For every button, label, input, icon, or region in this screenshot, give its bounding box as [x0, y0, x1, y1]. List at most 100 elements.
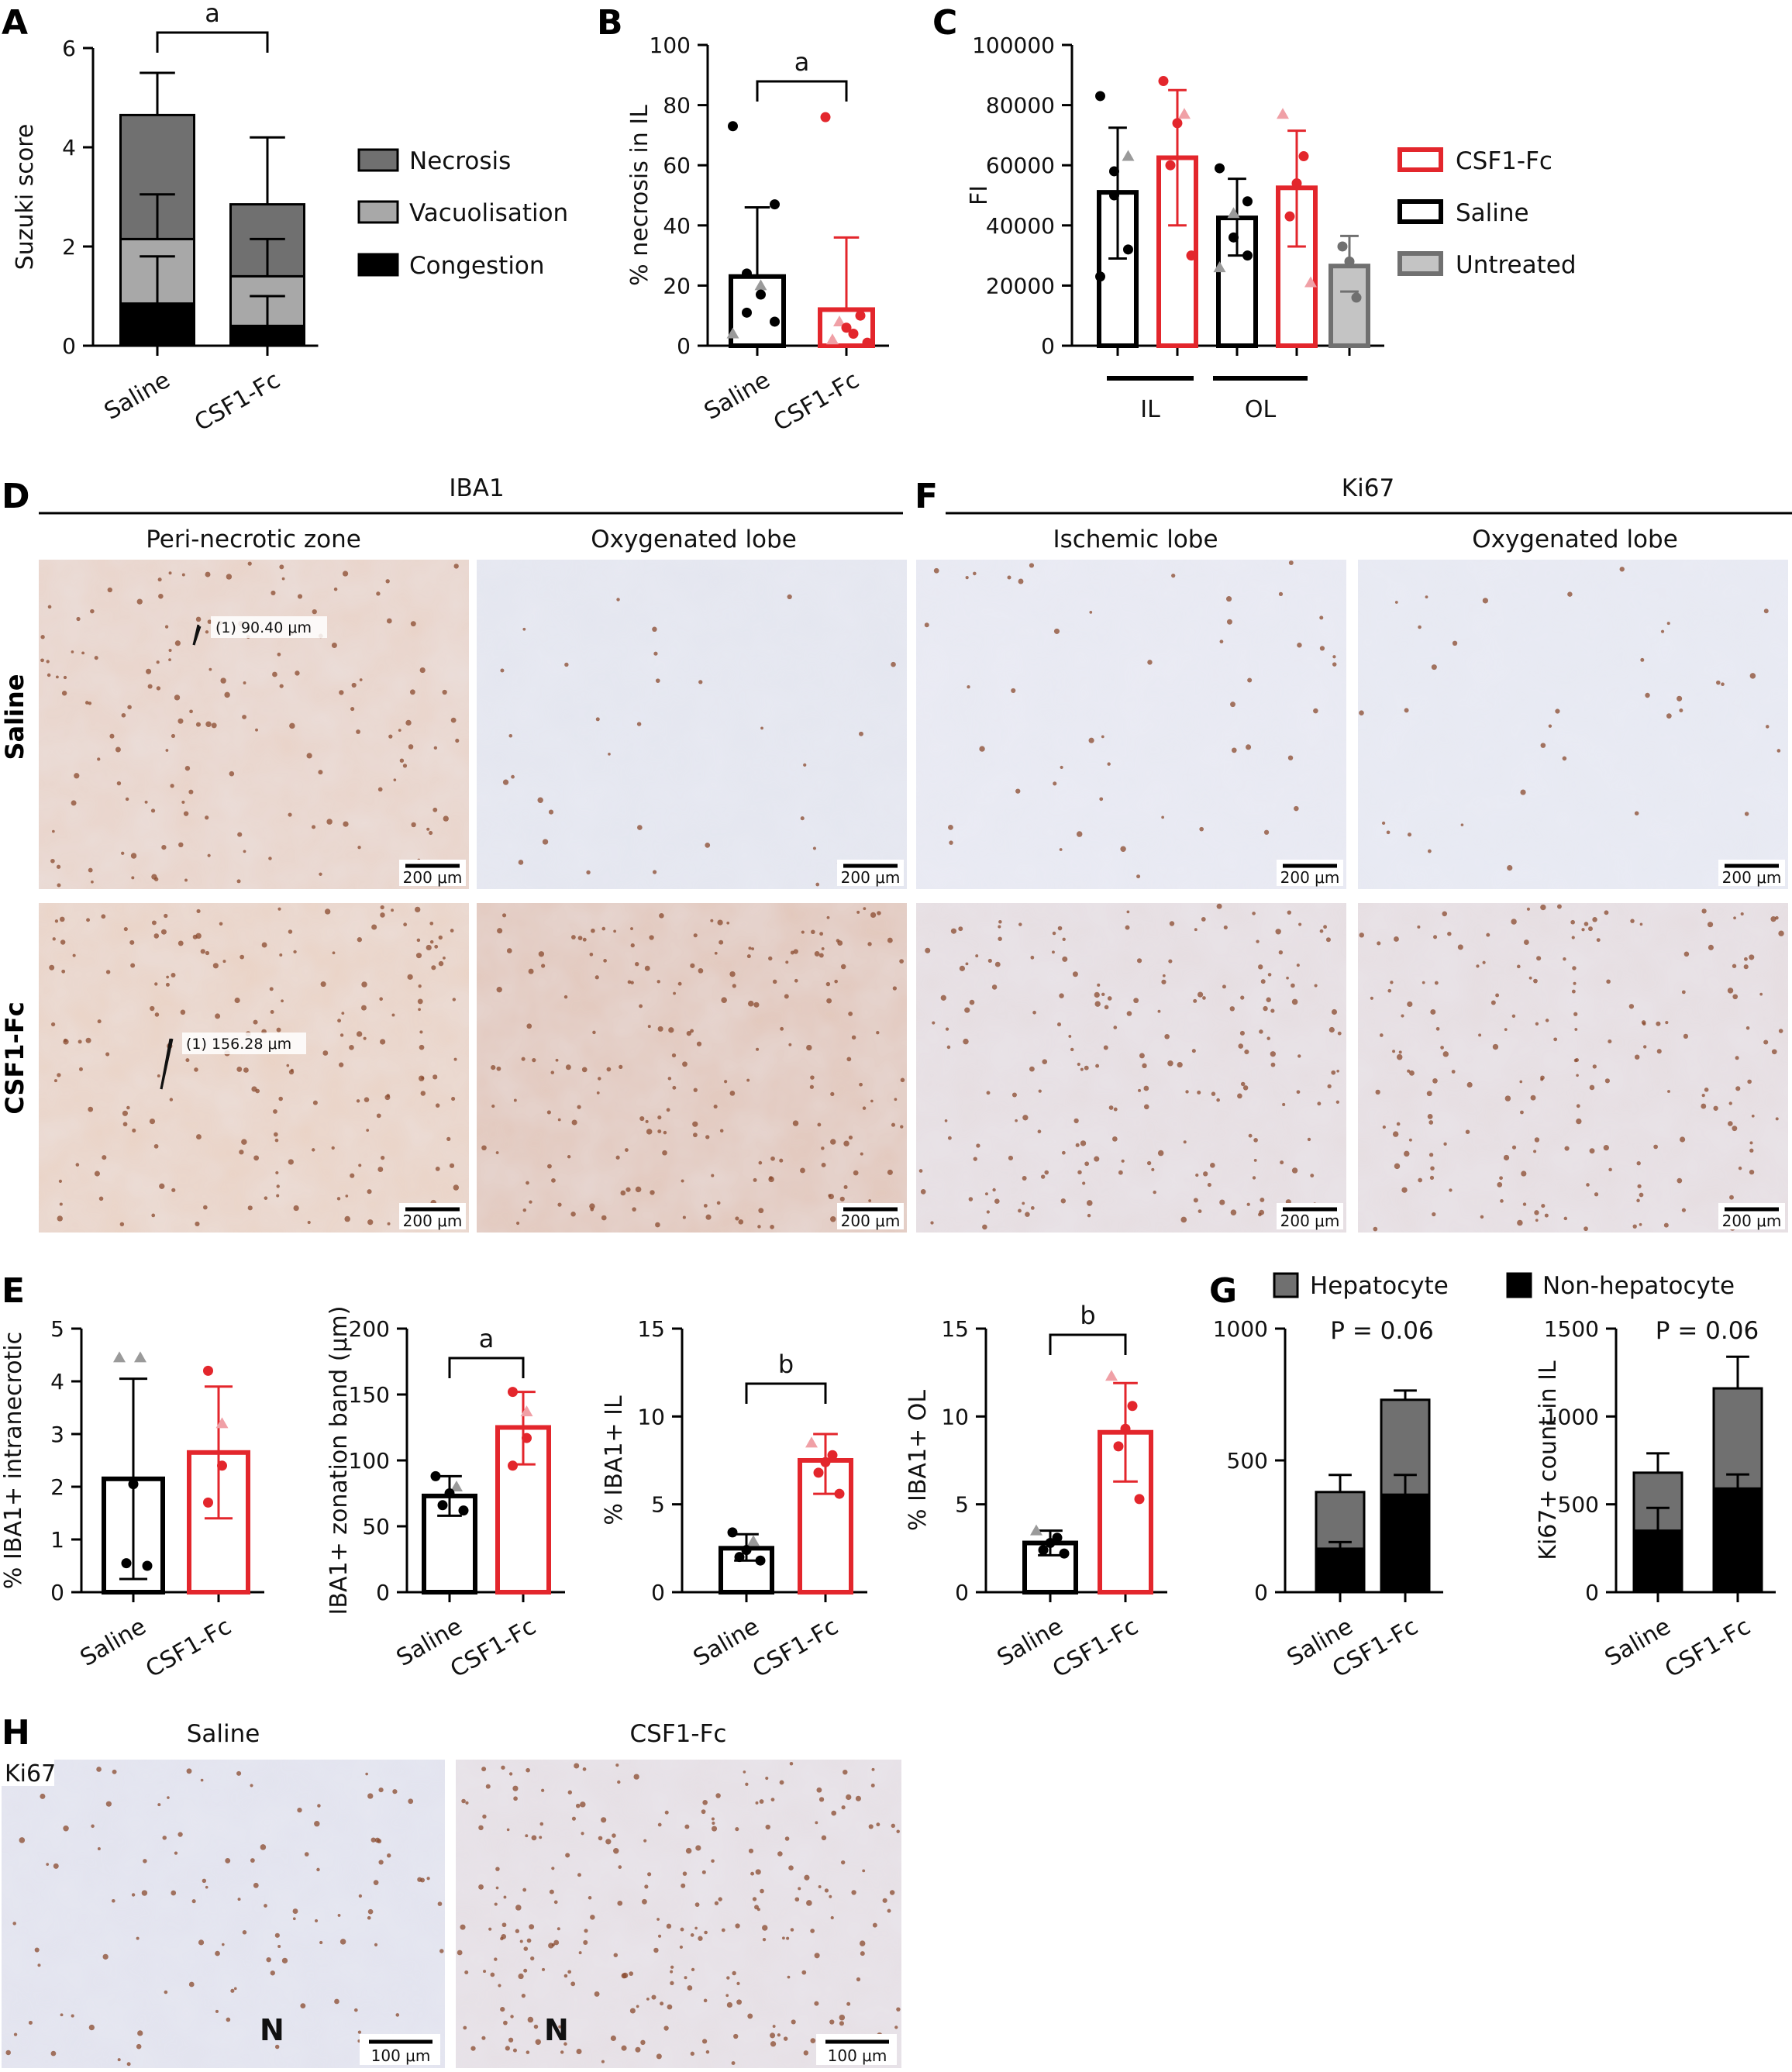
- stained-nucleus: [426, 1877, 430, 1881]
- stained-nucleus: [998, 919, 1002, 924]
- stained-nucleus: [1432, 1078, 1438, 1084]
- stained-nucleus: [605, 1839, 612, 1845]
- stained-nucleus: [96, 1767, 102, 1772]
- stained-nucleus: [54, 919, 59, 923]
- stained-nucleus: [366, 1129, 370, 1133]
- stained-nucleus: [165, 982, 170, 987]
- stained-nucleus: [450, 717, 457, 723]
- stained-nucleus: [71, 2014, 74, 2018]
- micrograph-tile-r1-c1: 200 μm: [39, 560, 469, 889]
- stained-nucleus: [565, 1853, 570, 1858]
- stained-nucleus: [815, 1821, 818, 1825]
- stained-nucleus: [281, 577, 285, 581]
- stained-nucleus: [317, 1804, 321, 1808]
- data-point: [1038, 1545, 1049, 1556]
- stained-nucleus: [1656, 1021, 1661, 1026]
- data-point-triangle: [1030, 1524, 1042, 1536]
- stained-nucleus: [136, 598, 143, 605]
- data-point: [1095, 271, 1105, 282]
- bar: [1022, 1540, 1078, 1595]
- legend-label-vacuolisation: Vacuolisation: [409, 199, 568, 227]
- scale-bar-label: 200 μm: [1722, 1212, 1782, 1230]
- stained-nucleus: [1052, 950, 1055, 954]
- stained-nucleus: [1486, 933, 1490, 937]
- stained-nucleus: [546, 1110, 551, 1115]
- stained-nucleus: [964, 1007, 970, 1013]
- stained-nucleus: [527, 2016, 534, 2023]
- stained-nucleus: [1113, 1107, 1118, 1112]
- x-category-label: CSF1-Fc: [769, 367, 863, 437]
- data-point: [1095, 91, 1105, 102]
- x-category-label: CSF1-Fc: [446, 1613, 540, 1684]
- stained-nucleus: [612, 1833, 616, 1838]
- stained-nucleus: [407, 974, 413, 980]
- data-point: [217, 1460, 227, 1471]
- stained-nucleus: [339, 1939, 346, 1945]
- stained-nucleus: [948, 824, 953, 830]
- y-tick-label: 5: [50, 1316, 64, 1342]
- stained-nucleus: [279, 953, 283, 957]
- stained-nucleus: [870, 912, 877, 919]
- stained-nucleus: [994, 1198, 1000, 1205]
- stained-nucleus: [616, 598, 620, 602]
- y-tick-label: 6: [62, 36, 76, 61]
- stained-nucleus: [1422, 981, 1425, 984]
- stained-nucleus: [790, 950, 794, 955]
- panel-h-micrographs: 100 μm 100 μm: [2, 1760, 901, 2068]
- stained-nucleus: [180, 1009, 186, 1015]
- stained-nucleus: [1202, 996, 1206, 1000]
- stained-nucleus: [515, 1929, 520, 1933]
- stained-nucleus: [1278, 950, 1284, 955]
- stained-nucleus: [1022, 1201, 1025, 1205]
- stained-nucleus: [690, 1029, 694, 1033]
- stained-nucleus: [1749, 1141, 1753, 1145]
- stained-nucleus: [651, 1994, 656, 2000]
- stained-nucleus: [364, 1097, 370, 1102]
- stained-nucleus: [1588, 926, 1593, 932]
- stained-nucleus: [1749, 954, 1755, 960]
- stained-nucleus: [589, 953, 594, 957]
- stained-nucleus: [1418, 1177, 1423, 1183]
- stained-nucleus: [1056, 1022, 1062, 1027]
- stained-nucleus: [1562, 756, 1567, 761]
- stained-nucleus: [887, 1908, 891, 1913]
- stained-nucleus: [186, 1768, 192, 1774]
- stained-nucleus: [156, 686, 161, 691]
- group-label-il: IL: [1140, 396, 1160, 423]
- stained-nucleus: [1143, 1104, 1149, 1110]
- stained-nucleus: [181, 573, 185, 577]
- stained-nucleus: [497, 928, 503, 934]
- stained-nucleus: [1511, 919, 1517, 925]
- stained-nucleus: [1530, 1095, 1536, 1101]
- y-tick-label: 5: [651, 1492, 665, 1518]
- stained-nucleus: [753, 1177, 757, 1182]
- stained-nucleus: [1521, 1170, 1527, 1177]
- stained-nucleus: [1089, 611, 1093, 614]
- stained-nucleus: [804, 1874, 810, 1881]
- stained-nucleus: [577, 1105, 581, 1109]
- stained-nucleus: [639, 1115, 645, 1122]
- data-point-triangle: [805, 1436, 818, 1448]
- x-category-label: Saline: [76, 1613, 151, 1672]
- stained-nucleus: [1740, 912, 1744, 916]
- stained-nucleus: [932, 1021, 936, 1025]
- legend-swatch-hepatocyte: [1273, 1272, 1299, 1298]
- stained-nucleus: [1287, 910, 1292, 915]
- stained-nucleus: [703, 1204, 708, 1208]
- bar: [495, 1425, 551, 1595]
- bar: [187, 1450, 250, 1595]
- stained-nucleus: [478, 1884, 484, 1890]
- stained-nucleus: [470, 2046, 476, 2051]
- stained-nucleus: [1296, 964, 1300, 967]
- stained-nucleus: [973, 571, 977, 576]
- stained-nucleus: [1574, 1058, 1579, 1063]
- stained-nucleus: [663, 2025, 669, 2031]
- y-tick-label: 40000: [986, 213, 1055, 239]
- stained-nucleus: [1639, 1192, 1644, 1198]
- stained-nucleus: [608, 753, 611, 756]
- stained-nucleus: [1120, 846, 1126, 852]
- stained-nucleus: [542, 1967, 546, 1971]
- stained-nucleus: [295, 671, 300, 676]
- stained-nucleus: [443, 815, 449, 822]
- stained-nucleus: [594, 1991, 600, 1997]
